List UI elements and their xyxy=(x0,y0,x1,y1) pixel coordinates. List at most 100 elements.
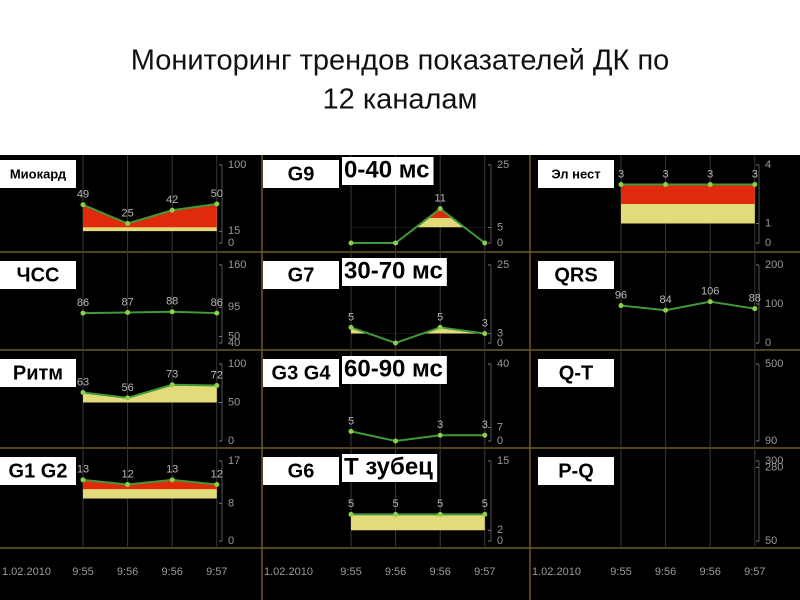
x-tick-label: 9:56 xyxy=(655,566,676,578)
trend-line xyxy=(82,383,217,399)
channel-label-box xyxy=(263,261,339,289)
trend-point xyxy=(348,428,354,434)
data-label: 12 xyxy=(211,468,223,480)
data-label: 3 xyxy=(707,168,713,180)
y-tick-label: 0 xyxy=(497,337,503,349)
channel-label: Миокард xyxy=(10,166,67,181)
title-line: 12 каналам xyxy=(323,84,478,116)
trend-point xyxy=(707,299,713,305)
y-tick-label: 40 xyxy=(497,358,509,370)
date-label: 1.02.2010 xyxy=(264,566,313,578)
norm-area xyxy=(351,327,485,334)
data-label: 13 xyxy=(77,464,89,476)
data-label: 3 xyxy=(482,419,488,431)
trend-point xyxy=(393,438,399,444)
annotation: 0-40 мс xyxy=(344,156,430,183)
trend-point xyxy=(125,309,131,315)
trend-line xyxy=(350,430,485,443)
y-tick-label: 200 xyxy=(765,259,783,271)
annotation-box xyxy=(342,356,447,384)
trend-point xyxy=(707,182,713,187)
trend-point xyxy=(393,340,399,346)
trend-point xyxy=(348,324,354,330)
trend-point xyxy=(752,182,758,187)
trend-point xyxy=(80,389,86,395)
channel-label: QRS xyxy=(554,264,597,286)
trend-point xyxy=(169,207,175,213)
trend-point xyxy=(214,482,220,488)
channel-label-box xyxy=(538,261,614,289)
channel-label: G1 G2 xyxy=(9,460,68,482)
x-tick-label: 9:56 xyxy=(429,566,450,578)
data-label: 88 xyxy=(166,296,178,308)
trend-line xyxy=(620,300,755,312)
y-tick-label: 0 xyxy=(765,237,771,249)
channel-label-box xyxy=(0,261,76,289)
trend-point xyxy=(169,309,175,315)
y-tick-label: 95 xyxy=(228,301,240,313)
alarm-area xyxy=(83,204,217,228)
trend-point xyxy=(482,511,488,517)
trend-point xyxy=(393,511,399,517)
annotation: 60-90 мс xyxy=(344,355,443,382)
x-tick-label: 9:56 xyxy=(161,566,182,578)
data-label: 12 xyxy=(121,468,133,480)
title-line: Мониторинг трендов показателей ДК по xyxy=(131,45,670,77)
y-tick-label: 0 xyxy=(497,535,503,547)
trend-line xyxy=(351,207,486,244)
x-tick-label: 9:56 xyxy=(385,566,406,578)
channel-label-box xyxy=(0,160,76,188)
data-label: 5 xyxy=(348,498,354,510)
channel-label-box xyxy=(263,457,339,485)
data-label: 56 xyxy=(121,382,133,394)
alarm-area xyxy=(621,184,755,204)
data-label: 5 xyxy=(348,311,354,323)
annotation-box xyxy=(342,258,447,286)
data-label: 50 xyxy=(211,188,223,200)
y-tick-label: 7 xyxy=(497,421,503,433)
data-label: 86 xyxy=(77,297,89,309)
trend-point xyxy=(393,240,399,246)
data-label: 86 xyxy=(211,297,223,309)
y-tick-label: 4 xyxy=(765,159,771,171)
data-label: 84 xyxy=(659,294,671,306)
trend-point xyxy=(482,240,488,246)
data-label: 96 xyxy=(615,289,627,301)
y-tick-label: 0 xyxy=(765,337,771,349)
x-tick-label: 9:57 xyxy=(744,566,765,578)
trend-point xyxy=(80,310,86,316)
y-tick-label: 25 xyxy=(497,159,509,171)
y-tick-label: 100 xyxy=(765,298,783,310)
y-tick-label: 50 xyxy=(228,330,240,342)
trend-point xyxy=(437,511,443,517)
annotation: Т зубец xyxy=(344,453,433,480)
trend-point xyxy=(214,383,220,389)
y-tick-label: 500 xyxy=(765,358,783,370)
trend-line xyxy=(82,310,217,315)
trend-point xyxy=(482,331,488,337)
y-tick-label: 0 xyxy=(228,435,234,447)
trend-point xyxy=(169,477,175,483)
y-tick-label: 160 xyxy=(228,259,246,271)
trend-point xyxy=(348,240,354,246)
channel-label: G7 xyxy=(288,264,315,286)
y-tick-label: 100 xyxy=(228,159,246,171)
data-label: 49 xyxy=(77,189,89,201)
trend-point xyxy=(80,202,86,208)
data-label: 3 xyxy=(752,168,758,180)
y-tick-label: 50 xyxy=(765,535,777,547)
y-tick-label: 100 xyxy=(228,358,246,370)
data-label: 25 xyxy=(121,207,133,219)
trend-point xyxy=(437,432,443,438)
trend-point xyxy=(169,382,175,388)
channel-label: ЧСС xyxy=(17,264,60,286)
data-label: 87 xyxy=(121,296,133,308)
channel-label: G9 xyxy=(288,163,315,185)
y-tick-label: 0 xyxy=(228,535,234,547)
trend-point xyxy=(663,182,669,187)
trend-line xyxy=(82,203,217,225)
norm-area xyxy=(351,514,485,531)
trend-point xyxy=(125,221,131,226)
data-label: 72 xyxy=(211,369,223,381)
